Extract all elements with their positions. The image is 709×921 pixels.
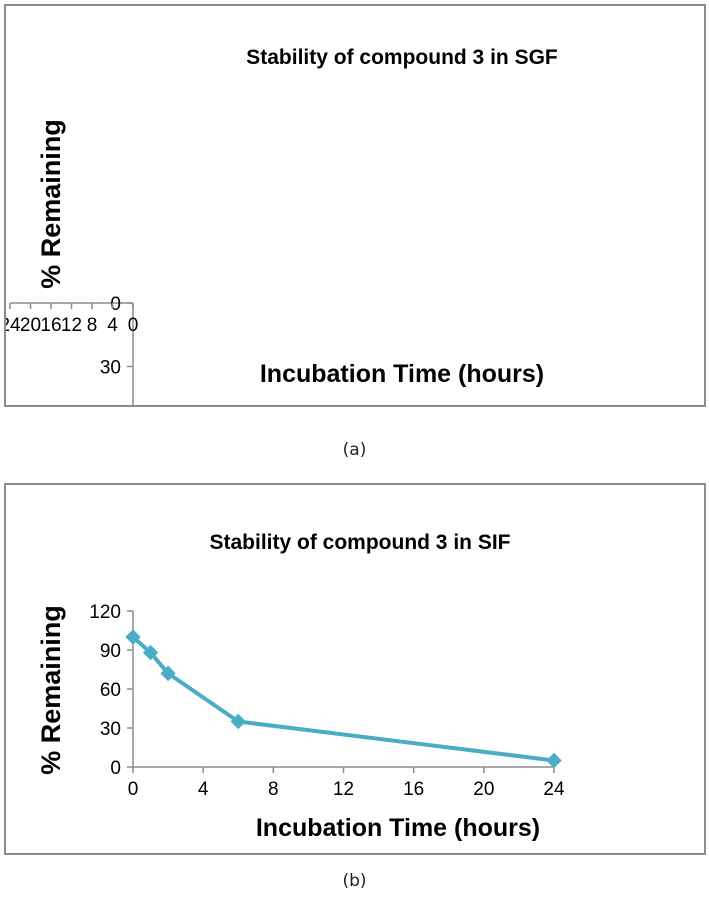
data-point-marker <box>142 644 159 661</box>
data-point-marker <box>125 629 141 645</box>
y-tick-label: 60 <box>100 680 121 701</box>
data-point-marker <box>160 665 176 682</box>
y-tick-label: 30 <box>100 719 121 740</box>
chart-title: Stability of compound 3 in SGF <box>246 46 558 69</box>
x-tick-label: 24 <box>6 315 21 336</box>
chart-a: Stability of compound 3 in SGF Incubatio… <box>0 46 558 569</box>
x-tick-label: 4 <box>198 779 209 800</box>
chart-panel-b: Stability of compound 3 in SIF Incubatio… <box>4 483 706 855</box>
x-tick-label: 8 <box>87 315 98 336</box>
chart-panel-a: Stability of compound 3 in SGF Incubatio… <box>0 4 706 569</box>
y-tick-label: 120 <box>89 602 121 623</box>
x-tick-label: 16 <box>403 779 424 800</box>
x-tick-label: 12 <box>61 315 82 336</box>
y-tick-label: 30 <box>100 358 121 379</box>
x-tick-label: 12 <box>333 779 354 800</box>
y-tick-label: 90 <box>100 641 121 662</box>
x-tick-label: 4 <box>107 315 118 336</box>
x-tick-label: 0 <box>128 315 139 336</box>
caption-b: (b) <box>342 871 367 891</box>
x-axis-label: Incubation Time (hours) <box>256 814 540 842</box>
x-axis-label: Incubation Time (hours) <box>260 360 544 388</box>
data-point-marker <box>230 713 246 730</box>
axes: 0 30 60 90 120 0 4 8 12 16 20 24 <box>89 602 565 800</box>
y-tick-label: 0 <box>110 758 121 779</box>
caption-a: (a) <box>342 440 367 460</box>
x-tick-label: 24 <box>543 779 565 800</box>
data-marks <box>125 629 562 769</box>
series-line <box>131 635 555 763</box>
x-tick-label: 8 <box>268 779 279 800</box>
x-tick-label: 16 <box>40 315 61 336</box>
y-tick-label: 0 <box>110 294 121 315</box>
x-tick-label: 20 <box>473 779 494 800</box>
x-tick-label: 20 <box>20 315 41 336</box>
data-point-marker <box>546 752 562 769</box>
x-tick-label: 0 <box>128 779 139 800</box>
y-axis-label: % Remaining <box>36 605 66 775</box>
chart-b: Stability of compound 3 in SIF Incubatio… <box>36 531 565 842</box>
y-axis-label: % Remaining <box>36 119 66 289</box>
chart-title: Stability of compound 3 in SIF <box>209 531 510 554</box>
